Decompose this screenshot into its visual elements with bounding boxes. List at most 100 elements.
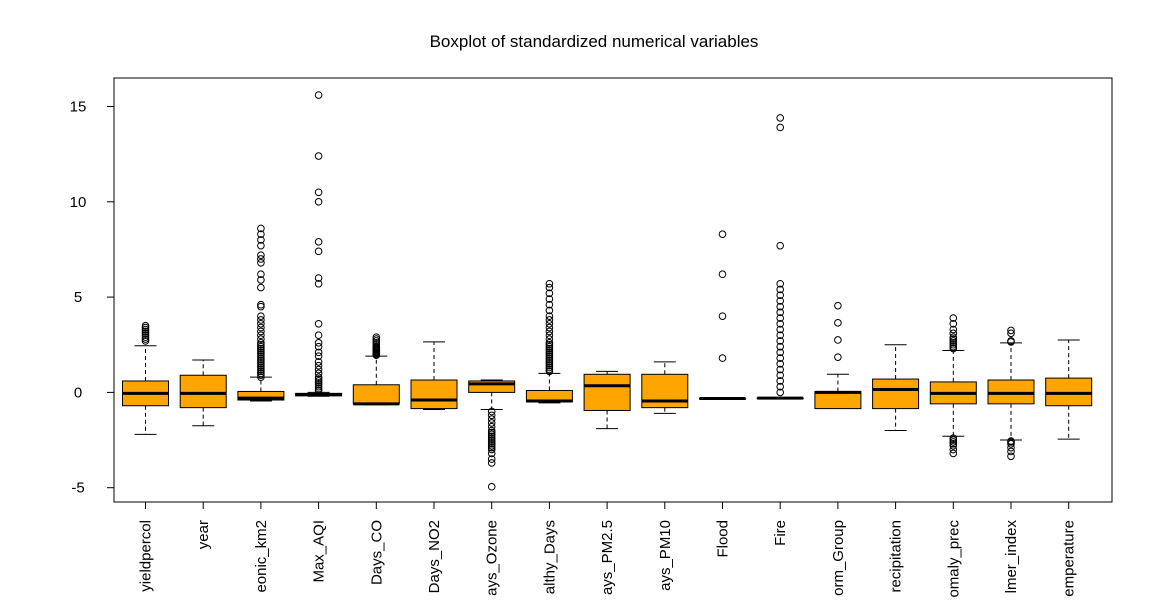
- outlier-point: [545, 339, 554, 347]
- outlier-point: [776, 365, 785, 374]
- y-tick-label: 0: [74, 384, 82, 401]
- x-tick-label: eonic_km2: [253, 520, 270, 593]
- x-tick-label: ays_Ozone: [484, 520, 501, 596]
- outlier-point: [141, 325, 150, 334]
- outlier-point: [257, 224, 265, 233]
- box-body: [814, 390, 862, 410]
- box-yieldpercol: [122, 345, 169, 435]
- outlier-point: [141, 329, 150, 338]
- outlier-point: [776, 377, 785, 385]
- outlier-point: [545, 323, 554, 332]
- outlier-point: [257, 302, 265, 311]
- chart-title: Boxplot of standardized numerical variab…: [430, 32, 759, 51]
- outlier-point: [545, 354, 554, 362]
- outlier-point: [949, 329, 958, 338]
- outlier-point: [314, 274, 323, 282]
- x-tick-label: Days_CO: [368, 520, 385, 585]
- outlier-point: [257, 339, 265, 347]
- outlier-point: [372, 340, 381, 349]
- outlier-point: [314, 379, 323, 387]
- outlier-point: [545, 335, 554, 343]
- outlier-point: [545, 346, 554, 355]
- x-tick-label: omaly_prec: [945, 520, 962, 598]
- outlier-point: [314, 386, 323, 395]
- outlier-point: [545, 352, 554, 360]
- outlier-point: [314, 279, 323, 288]
- outlier-point: [257, 361, 265, 370]
- outlier-point: [545, 365, 554, 374]
- outlier-point: [776, 337, 785, 345]
- outlier-point: [257, 276, 265, 284]
- outlier-point: [949, 339, 958, 347]
- outlier-point: [257, 348, 265, 357]
- outlier-point: [776, 331, 785, 340]
- outlier-point: [1007, 452, 1015, 461]
- outlier-point: [141, 323, 150, 332]
- outlier-point: [314, 380, 323, 389]
- outlier-point: [776, 371, 785, 380]
- box-body: [237, 390, 285, 401]
- outlier-point: [545, 348, 554, 357]
- outlier-point: [257, 356, 265, 364]
- outlier-point: [776, 382, 785, 391]
- outlier-point: [545, 363, 554, 372]
- box-Flood: [699, 396, 746, 400]
- outlier-point: [257, 371, 265, 380]
- x-tick-label: ays_PM10: [657, 520, 674, 591]
- outlier-point: [949, 342, 958, 351]
- outlier-point: [776, 279, 785, 288]
- outlier-point: [834, 301, 842, 310]
- outlier-point: [949, 340, 958, 349]
- outlier-point: [487, 445, 496, 454]
- outlier-point: [257, 230, 265, 239]
- outlier-point: [487, 407, 496, 416]
- outlier-point: [545, 350, 554, 359]
- box-recipitation: [872, 344, 920, 432]
- box-ays_PM2.5: [583, 370, 631, 430]
- outlier-point: [314, 377, 323, 385]
- outlier-point: [949, 441, 958, 450]
- outlier-point: [949, 325, 958, 334]
- outlier-point: [257, 373, 265, 381]
- x-tick-label: lmer_index: [1003, 520, 1020, 594]
- outlier-point: [257, 236, 265, 244]
- outlier-point: [949, 445, 958, 454]
- outlier-point: [545, 312, 554, 320]
- outlier-point: [257, 350, 265, 359]
- x-tick-label: Flood: [715, 520, 732, 558]
- outlier-point: [1007, 438, 1015, 446]
- outlier-point: [776, 314, 785, 322]
- outlier-point: [545, 358, 554, 366]
- outlier-point: [776, 297, 785, 305]
- outlier-point: [487, 455, 496, 463]
- outlier-point: [949, 344, 958, 353]
- outlier-point: [545, 327, 554, 336]
- outlier-point: [314, 361, 323, 370]
- outlier-point: [257, 358, 265, 366]
- outlier-point: [257, 270, 265, 279]
- outlier-point: [776, 360, 785, 368]
- outlier-point: [257, 365, 265, 374]
- box-body: [872, 378, 920, 410]
- outlier-point: [1007, 329, 1015, 338]
- x-tick-label: Fire: [772, 520, 789, 546]
- outlier-point: [372, 337, 381, 345]
- outlier-point: [776, 325, 785, 334]
- outlier-point: [1007, 447, 1015, 456]
- outlier-point: [776, 291, 785, 299]
- outlier-point: [257, 354, 265, 362]
- outlier-point: [314, 238, 323, 246]
- outlier-point: [257, 369, 265, 378]
- outlier-point: [487, 449, 496, 458]
- x-tick-label: althy_Days: [541, 520, 558, 594]
- outlier-point: [776, 342, 785, 351]
- outlier-point: [545, 316, 554, 324]
- y-tick-label: 5: [74, 289, 82, 306]
- outlier-point: [487, 482, 496, 491]
- outlier-point: [257, 342, 265, 351]
- outlier-point: [718, 230, 727, 239]
- outlier-point: [372, 339, 381, 347]
- x-axis: yieldpercol year eonic_km2 Max_AQI Days_CO Da…: [138, 501, 1078, 598]
- outlier-point: [545, 356, 554, 364]
- box-lmer_index: [987, 342, 1035, 441]
